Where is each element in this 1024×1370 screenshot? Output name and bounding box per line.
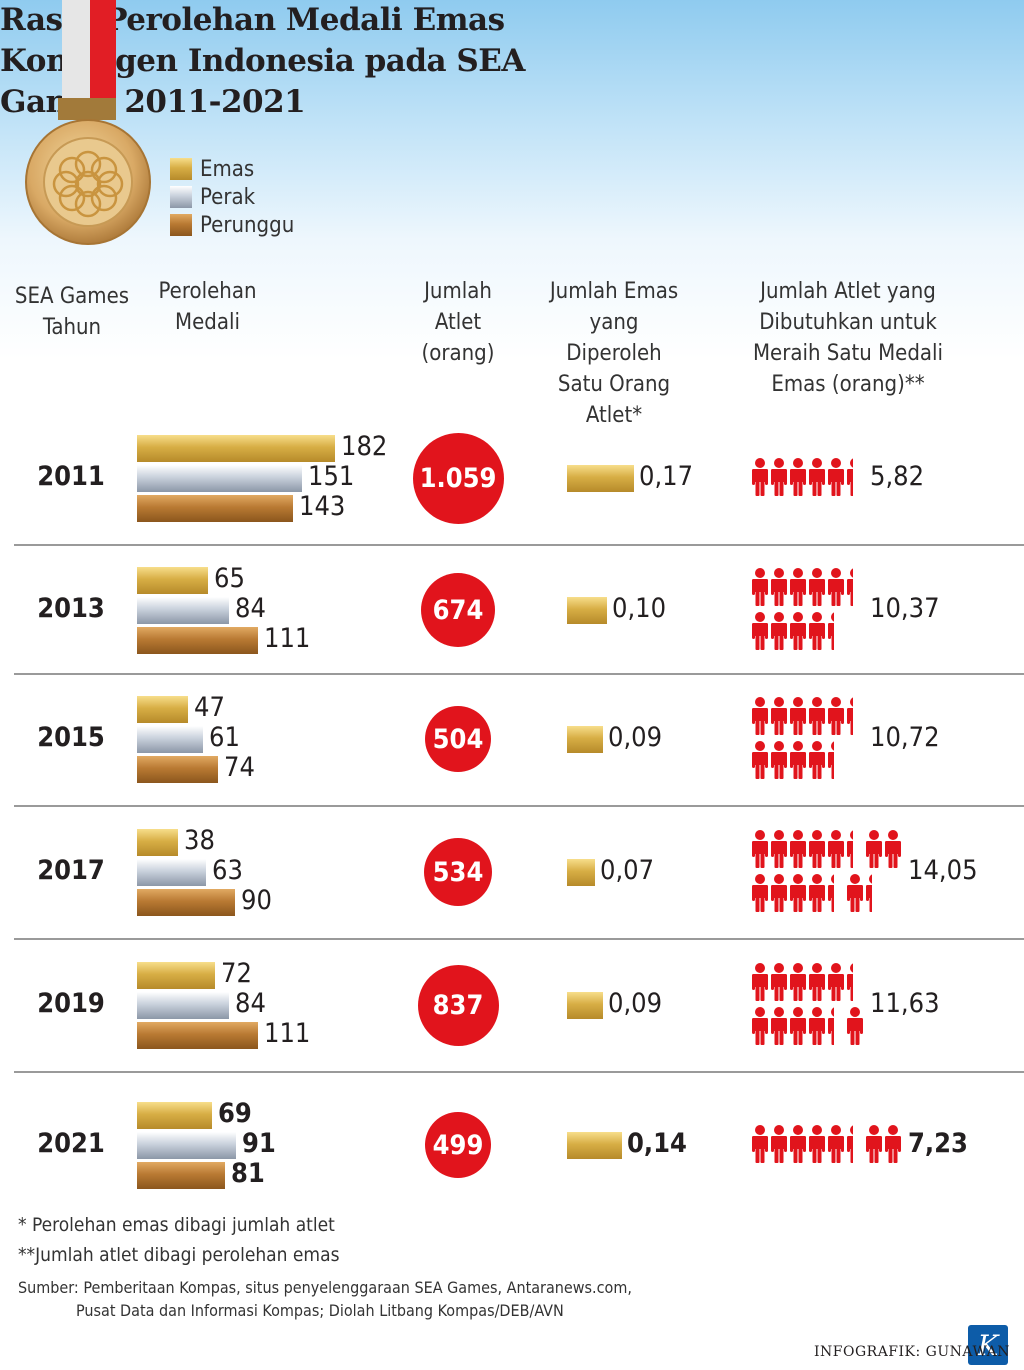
bar-emas-2021 — [137, 1102, 212, 1129]
bar-emas-2011 — [137, 435, 335, 462]
bar-value-emas-2011: 182 — [341, 431, 388, 462]
athletes-circle-2021: 499 — [425, 1112, 491, 1178]
bar-value-perunggu-2015: 74 — [224, 752, 255, 783]
bar-value-perak-2019: 84 — [235, 988, 266, 1019]
bar-value-perak-2017: 63 — [212, 855, 243, 886]
bar-value-emas-2019: 72 — [221, 958, 252, 989]
credit: INFOGRAFIK: GUNAWAN — [814, 1344, 1011, 1360]
bar-perunggu-2013 — [137, 627, 258, 654]
column-header-year: SEA Games Tahun — [14, 284, 130, 340]
source-line-1: Sumber: Pemberitaan Kompas, situs penyel… — [18, 1278, 632, 1297]
bar-emas-2019 — [137, 962, 215, 989]
gold-per-athlete-bar-2021 — [567, 1132, 622, 1159]
bar-value-emas-2021: 69 — [218, 1098, 252, 1129]
bar-perak-2013 — [137, 597, 229, 624]
footnote-2: **Jumlah atlet dibagi perolehan emas — [18, 1244, 340, 1266]
bar-perunggu-2021 — [137, 1162, 225, 1189]
bar-value-perunggu-2019: 111 — [264, 1018, 311, 1049]
year-label-2015: 2015 — [37, 722, 105, 753]
bar-value-perunggu-2017: 90 — [241, 885, 272, 916]
bar-perak-2011 — [137, 465, 302, 492]
athletes-per-gold-value-2013: 10,37 — [870, 593, 940, 624]
bar-perunggu-2011 — [137, 495, 293, 522]
bar-perak-2017 — [137, 859, 206, 886]
bar-value-perak-2021: 91 — [242, 1128, 276, 1159]
bar-perunggu-2015 — [137, 756, 218, 783]
legend-swatch-perak — [170, 186, 192, 208]
year-label-2017: 2017 — [37, 855, 105, 886]
gold-per-athlete-value-2017: 0,07 — [600, 855, 655, 886]
year-label-2019: 2019 — [37, 988, 105, 1019]
row-separator — [14, 938, 1024, 940]
bar-value-perunggu-2011: 143 — [299, 491, 346, 522]
athletes-per-gold-pictogram-2017 — [752, 830, 904, 914]
athletes-per-gold-pictogram-2021 — [752, 1125, 904, 1165]
bar-value-perak-2013: 84 — [235, 593, 266, 624]
bar-perunggu-2019 — [137, 1022, 258, 1049]
bar-value-perak-2011: 151 — [308, 461, 355, 492]
athletes-per-gold-pictogram-2013 — [752, 568, 866, 652]
row-separator — [14, 673, 1024, 675]
athletes-per-gold-value-2011: 5,82 — [870, 461, 925, 492]
athletes-circle-2019: 837 — [417, 964, 499, 1046]
bar-perak-2021 — [137, 1132, 236, 1159]
legend-label-perunggu: Perunggu — [200, 212, 295, 238]
source-line-2: Pusat Data dan Informasi Kompas; Diolah … — [76, 1301, 564, 1320]
legend-label-emas: Emas — [200, 156, 255, 182]
legend-swatch-perunggu — [170, 214, 192, 236]
column-header-athletes: Jumlah Atlet (orang) — [421, 279, 495, 366]
column-header-medals: Perolehan Medali — [158, 279, 257, 335]
year-label-2011: 2011 — [37, 461, 105, 492]
bar-emas-2013 — [137, 567, 208, 594]
bar-perunggu-2017 — [137, 889, 235, 916]
column-header-athletes-per-gold: Jumlah Atlet yang Dibutuhkan untuk Meraih … — [752, 279, 944, 397]
athletes-per-gold-value-2017: 14,05 — [908, 855, 978, 886]
bar-perak-2015 — [137, 726, 203, 753]
gold-medal-illustration — [25, 0, 151, 245]
kompas-logo-letter: K — [977, 1328, 999, 1362]
gold-per-athlete-value-2013: 0,10 — [612, 593, 667, 624]
column-header-gold-per-athlete: Jumlah Emas yang Diperoleh Satu Orang Atlet* — [549, 279, 679, 428]
gold-per-athlete-bar-2015 — [567, 726, 603, 753]
bar-value-perunggu-2021: 81 — [231, 1158, 265, 1189]
bar-emas-2015 — [137, 696, 188, 723]
row-separator — [14, 544, 1024, 546]
bar-value-perak-2015: 61 — [209, 722, 240, 753]
gold-per-athlete-value-2019: 0,09 — [608, 988, 663, 1019]
athletes-per-gold-pictogram-2019 — [752, 963, 866, 1047]
legend-item-perunggu: Perunggu — [170, 212, 295, 238]
gold-per-athlete-value-2021: 0,14 — [627, 1128, 687, 1159]
gold-per-athlete-bar-2017 — [567, 859, 595, 886]
year-label-2021: 2021 — [37, 1128, 105, 1159]
gold-per-athlete-value-2015: 0,09 — [608, 722, 663, 753]
athletes-per-gold-value-2015: 10,72 — [870, 722, 940, 753]
bar-perak-2019 — [137, 992, 229, 1019]
athletes-circle-2011: 1.059 — [412, 432, 504, 524]
kompas-logo: K — [968, 1325, 1008, 1365]
athletes-circle-2013: 674 — [421, 573, 495, 647]
legend-label-perak: Perak — [200, 184, 256, 210]
bar-value-emas-2015: 47 — [194, 692, 225, 723]
legend-item-emas: Emas — [170, 156, 255, 182]
footnote-1: * Perolehan emas dibagi jumlah atlet — [18, 1214, 335, 1236]
athletes-circle-2017: 534 — [424, 838, 492, 906]
athletes-circle-2015: 504 — [425, 706, 491, 772]
legend-swatch-emas — [170, 158, 192, 180]
bar-value-emas-2017: 38 — [184, 825, 215, 856]
athletes-per-gold-value-2021: 7,23 — [908, 1128, 968, 1159]
gold-per-athlete-bar-2013 — [567, 597, 607, 624]
athletes-per-gold-pictogram-2015 — [752, 697, 866, 781]
bar-value-emas-2013: 65 — [214, 563, 245, 594]
legend-item-perak: Perak — [170, 184, 256, 210]
athletes-per-gold-value-2019: 11,63 — [870, 988, 940, 1019]
row-separator — [14, 1071, 1024, 1073]
gold-per-athlete-value-2011: 0,17 — [639, 461, 694, 492]
gold-per-athlete-bar-2019 — [567, 992, 603, 1019]
year-label-2013: 2013 — [37, 593, 105, 624]
row-separator — [14, 805, 1024, 807]
athletes-per-gold-pictogram-2011 — [752, 458, 866, 498]
gold-per-athlete-bar-2011 — [567, 465, 634, 492]
bar-emas-2017 — [137, 829, 178, 856]
bar-value-perunggu-2013: 111 — [264, 623, 311, 654]
